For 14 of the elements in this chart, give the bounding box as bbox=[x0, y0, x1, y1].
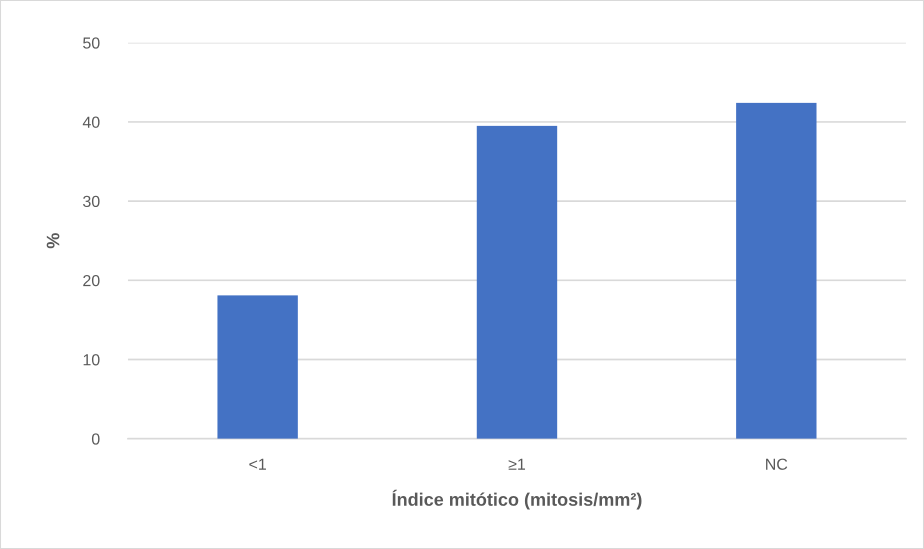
bar bbox=[217, 295, 298, 439]
y-tick-label: 0 bbox=[92, 433, 100, 445]
y-tick-label: 40 bbox=[82, 116, 100, 128]
bar bbox=[736, 102, 817, 439]
x-tick-label: NC bbox=[766, 458, 788, 470]
y-tick-label: 30 bbox=[83, 196, 100, 208]
y-axis-title: % bbox=[46, 233, 60, 248]
y-tick-label: 50 bbox=[83, 37, 100, 49]
x-axis-title: Índice mitótico (mitosis/mm²) bbox=[392, 490, 642, 510]
x-tick-label: ≥1 bbox=[508, 458, 526, 470]
x-tick-label: <1 bbox=[249, 458, 266, 470]
y-tick-label: 10 bbox=[84, 354, 100, 366]
bar bbox=[476, 126, 558, 439]
y-tick-label: 20 bbox=[83, 274, 100, 286]
